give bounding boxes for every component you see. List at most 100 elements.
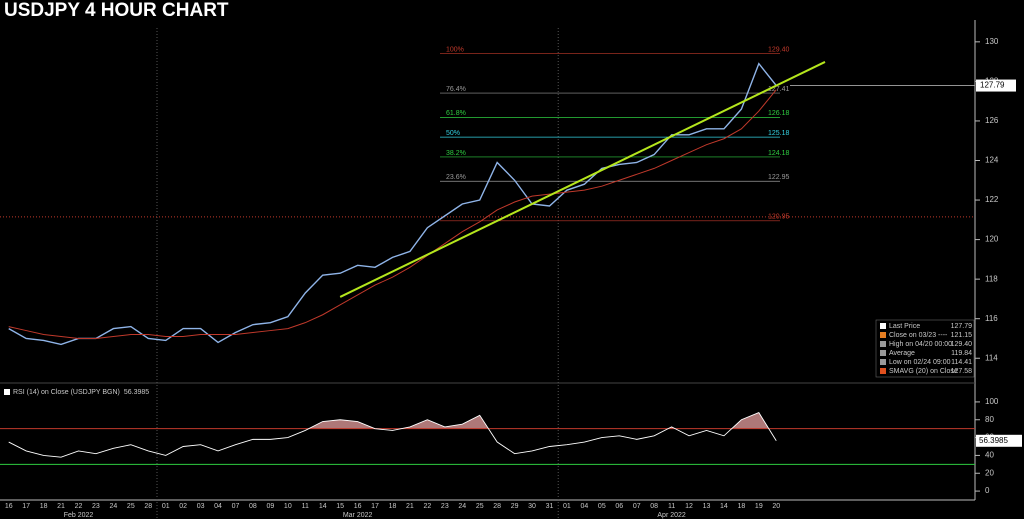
y-tick-label: 100 bbox=[985, 397, 999, 406]
x-tick-label: 11 bbox=[302, 503, 309, 510]
fib-name: 61.8% bbox=[446, 110, 466, 117]
x-tick-label: 14 bbox=[319, 503, 327, 510]
fib-name: 100% bbox=[446, 47, 464, 54]
x-tick-label: 01 bbox=[162, 503, 170, 510]
rsi-line bbox=[8, 412, 777, 458]
rsi-label: RSI (14) on Close (USDJPY BGN) 56.3985 bbox=[13, 389, 149, 396]
y-tick-label: 120 bbox=[985, 235, 999, 244]
y-tick-label: 126 bbox=[985, 116, 999, 125]
x-tick-label: 04 bbox=[580, 503, 588, 510]
x-tick-label: 13 bbox=[703, 503, 711, 510]
legend-value: 127.58 bbox=[951, 368, 973, 375]
x-tick-label: 24 bbox=[458, 503, 466, 510]
x-tick-label: 14 bbox=[720, 503, 728, 510]
y-tick-label: 0 bbox=[985, 486, 990, 495]
legend-value: 129.40 bbox=[951, 341, 973, 348]
x-tick-label: 08 bbox=[249, 503, 257, 510]
legend-swatch bbox=[880, 332, 886, 338]
legend-value: 114.41 bbox=[951, 359, 972, 366]
y-tick-label: 122 bbox=[985, 195, 999, 204]
y-tick-label: 20 bbox=[985, 468, 994, 477]
legend-label: Average bbox=[889, 350, 915, 357]
x-tick-label: 03 bbox=[197, 503, 205, 510]
y-tick-label: 124 bbox=[985, 156, 999, 165]
fib-value: 122.95 bbox=[768, 174, 790, 181]
x-tick-label: 30 bbox=[528, 503, 536, 510]
x-tick-label: 23 bbox=[441, 503, 449, 510]
legend-label: High on 04/20 00:00 bbox=[889, 341, 952, 348]
x-tick-label: 06 bbox=[615, 503, 623, 510]
x-tick-label: 18 bbox=[737, 503, 745, 510]
x-tick-label: 21 bbox=[406, 503, 414, 510]
month-label: Mar 2022 bbox=[343, 512, 373, 519]
rsi-last-tag bbox=[976, 434, 1022, 447]
legend-swatch bbox=[880, 323, 886, 329]
x-tick-label: 09 bbox=[266, 503, 274, 510]
y-tick-label: 114 bbox=[985, 353, 998, 362]
trendline bbox=[339, 61, 826, 298]
legend-label: Low on 02/24 09:00 bbox=[889, 359, 951, 366]
rsi-legend-swatch bbox=[4, 389, 10, 395]
fib-value: 126.18 bbox=[768, 110, 790, 117]
x-tick-label: 12 bbox=[685, 503, 693, 510]
fib-value: 127.41 bbox=[768, 86, 790, 93]
x-tick-label: 25 bbox=[476, 503, 484, 510]
legend-label: SMAVG (20) on Close bbox=[889, 368, 958, 375]
x-tick-label: 08 bbox=[650, 503, 658, 510]
legend-swatch bbox=[880, 350, 886, 356]
x-tick-label: 16 bbox=[5, 503, 13, 510]
fib-name: 76.4% bbox=[446, 86, 466, 93]
x-tick-label: 22 bbox=[75, 503, 83, 510]
fib-name: 23.6% bbox=[446, 174, 466, 181]
legend-value: 121.15 bbox=[951, 332, 973, 339]
x-tick-label: 24 bbox=[109, 503, 117, 510]
x-tick-label: 05 bbox=[598, 503, 606, 510]
sma-line bbox=[8, 89, 777, 339]
legend-value: 119.84 bbox=[951, 350, 972, 357]
month-label: Feb 2022 bbox=[64, 512, 94, 519]
x-tick-label: 29 bbox=[511, 503, 519, 510]
legend-value: 127.79 bbox=[951, 323, 973, 330]
x-tick-label: 18 bbox=[40, 503, 48, 510]
x-tick-label: 07 bbox=[633, 503, 641, 510]
x-tick-label: 21 bbox=[57, 503, 65, 510]
month-label: Apr 2022 bbox=[657, 512, 686, 519]
x-tick-label: 02 bbox=[179, 503, 187, 510]
x-tick-label: 17 bbox=[22, 503, 30, 510]
legend-swatch bbox=[880, 341, 886, 347]
x-tick-label: 28 bbox=[493, 503, 501, 510]
x-tick-label: 25 bbox=[127, 503, 135, 510]
legend-box bbox=[875, 319, 975, 378]
x-tick-label: 16 bbox=[354, 503, 362, 510]
fib-name: 38.2% bbox=[446, 150, 466, 157]
y-tick-label: 118 bbox=[985, 274, 998, 283]
overbought-area bbox=[308, 412, 769, 429]
x-tick-label: 20 bbox=[772, 503, 780, 510]
legend-label: Close on 03/23 ---- bbox=[889, 332, 948, 339]
x-tick-label: 11 bbox=[668, 503, 675, 510]
x-tick-label: 07 bbox=[232, 503, 240, 510]
x-tick-label: 15 bbox=[336, 503, 344, 510]
chart-title: USDJPY 4 HOUR CHART bbox=[4, 0, 229, 21]
y-tick-label: 130 bbox=[985, 37, 999, 46]
fib-value: 129.40 bbox=[768, 47, 790, 54]
fib-value: 124.18 bbox=[768, 150, 790, 157]
fib-value: 120.95 bbox=[768, 214, 790, 221]
rsi-last-label: 56.3985 bbox=[979, 436, 1008, 445]
y-tick-label: 80 bbox=[985, 415, 994, 424]
x-tick-label: 01 bbox=[563, 503, 571, 510]
x-tick-label: 28 bbox=[144, 503, 152, 510]
x-tick-label: 17 bbox=[371, 503, 379, 510]
rsi-name: RSI (14) on Close (USDJPY BGN) bbox=[13, 389, 120, 396]
x-tick-label: 19 bbox=[755, 503, 763, 510]
legend-swatch bbox=[880, 368, 886, 374]
price-line bbox=[8, 62, 777, 346]
last-price-tag bbox=[976, 79, 1016, 92]
y-tick-label: 40 bbox=[985, 451, 994, 460]
x-tick-label: 18 bbox=[389, 503, 397, 510]
x-tick-label: 23 bbox=[92, 503, 100, 510]
x-tick-label: 10 bbox=[284, 503, 292, 510]
